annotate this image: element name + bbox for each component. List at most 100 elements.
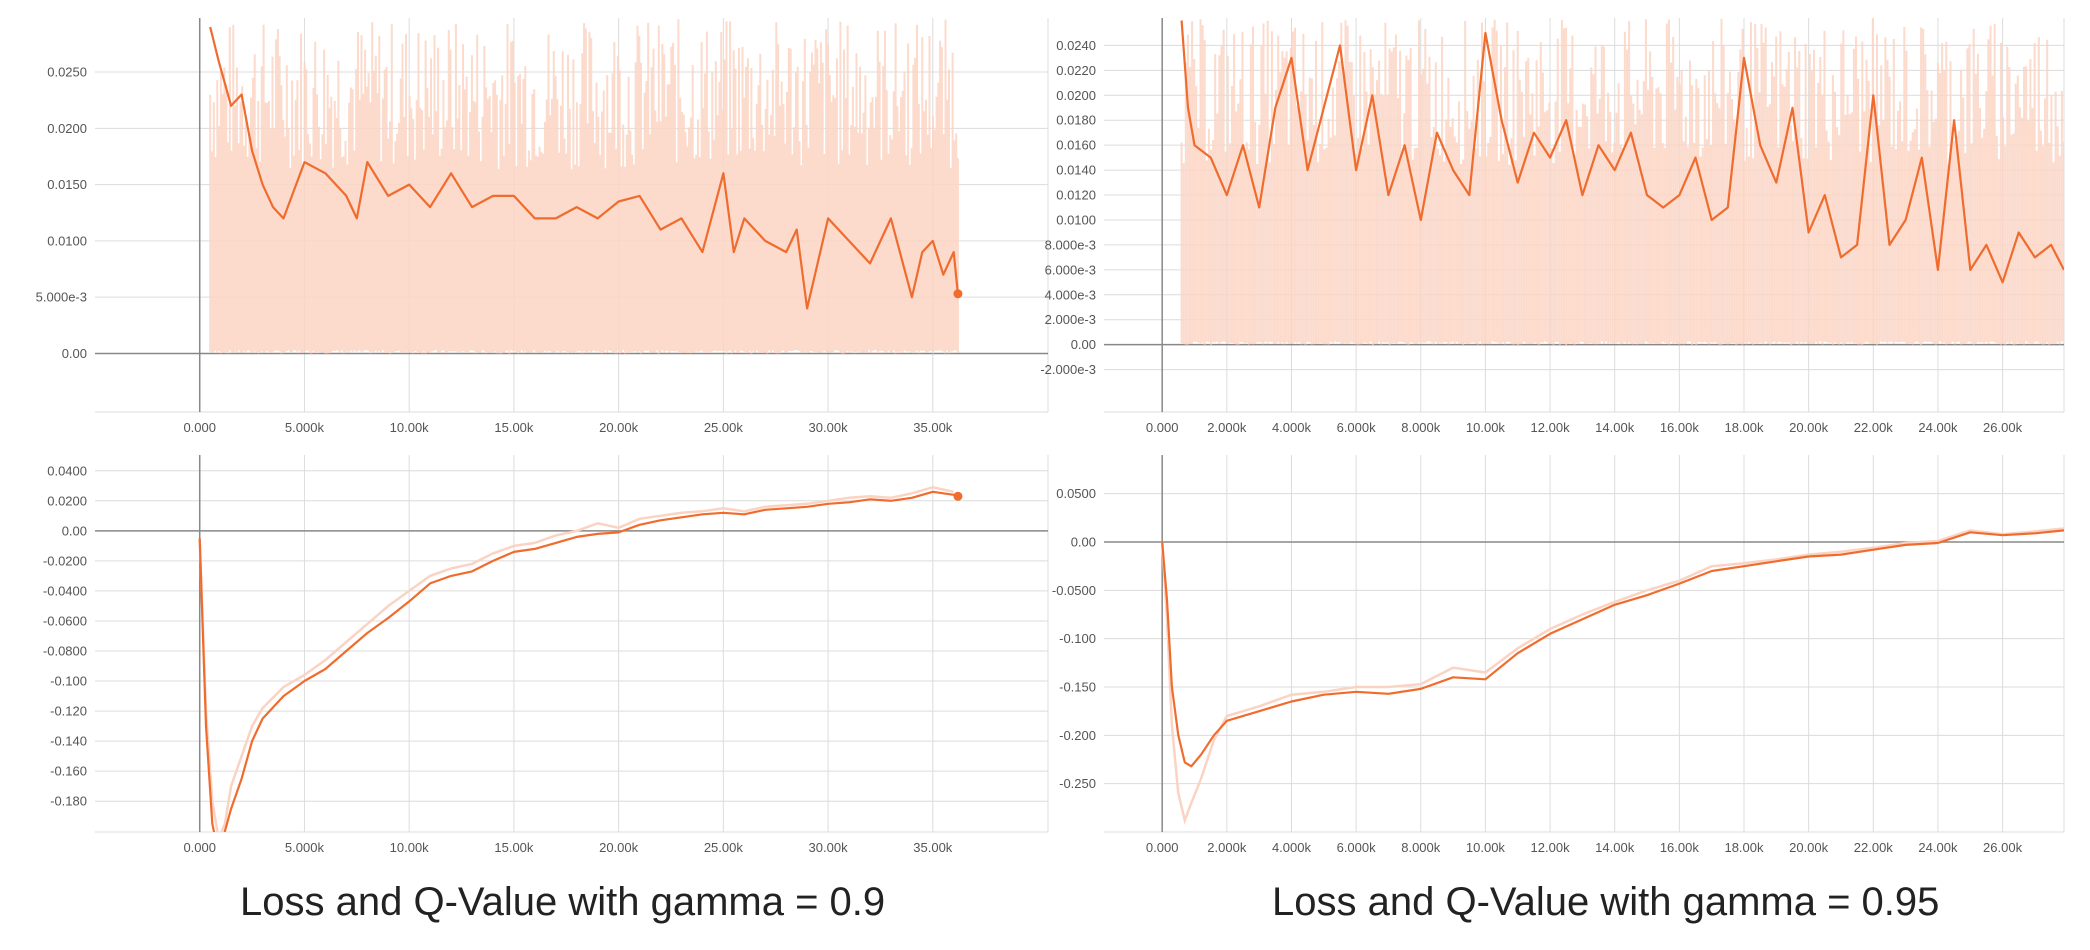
x-tick-label: 22.00k [1854,420,1894,435]
x-tick-label: 26.00k [1983,420,2023,435]
y-tick-label: 0.0100 [1056,212,1096,227]
raw-values-band [209,19,959,354]
y-tick-label: -0.160 [50,764,87,779]
series-line [1161,529,2064,768]
caption-gamma-0.95: Loss and Q-Value with gamma = 0.95 [1272,880,1940,924]
x-tick-label: 20.00k [1789,840,1829,855]
series-line [209,26,959,310]
y-tick-label: -0.0400 [43,583,87,598]
y-tick-label: -0.120 [50,704,87,719]
x-tick-label: 30.00k [809,840,849,855]
y-tick-label: -0.0800 [43,644,87,659]
x-tick-label: 12.00k [1531,840,1571,855]
x-tick-label: 24.00k [1918,420,1958,435]
plot-area [209,19,959,354]
raw-values-band [1180,18,2064,345]
x-tick-label: 20.00k [599,840,639,855]
series-end-marker [953,289,963,299]
x-tick-label: 4.000k [1272,420,1312,435]
caption-gamma-0.9: Loss and Q-Value with gamma = 0.9 [240,880,886,924]
series-line [1180,20,2064,284]
y-tick-label: 0.0200 [47,121,87,136]
y-tick-label: -0.0600 [43,613,87,628]
y-tick-label: -0.150 [1059,680,1096,695]
y-tick-label: 0.0150 [47,177,87,192]
x-tick-label: 8.000k [1401,840,1441,855]
y-tick-label: -0.100 [1059,631,1096,646]
y-tick-label: 0.0250 [47,65,87,80]
series-end-marker [953,491,963,501]
x-tick-label: 20.00k [1789,420,1829,435]
x-tick-label: 14.00k [1595,840,1635,855]
x-tick-label: 12.00k [1531,420,1571,435]
y-tick-label: 0.0120 [1056,188,1096,203]
y-tick-label: 5.000e-3 [36,290,87,305]
x-tick-label: 16.00k [1660,840,1700,855]
x-tick-label: 14.00k [1595,420,1635,435]
y-tick-label: 0.0400 [47,463,87,478]
y-tick-label: -0.200 [1059,728,1096,743]
y-tick-label: 0.0240 [1056,38,1096,53]
x-tick-label: 2.000k [1207,420,1247,435]
x-tick-label: 26.00k [1983,840,2023,855]
y-tick-label: -0.180 [50,794,87,809]
loss-chart-gamma-0.9: 0.00 5.000e-3 0.0100 0.0150 0.0200 0.0250 0.00… [36,18,1049,435]
x-tick-label: 22.00k [1854,840,1894,855]
qvalue-chart-gamma-0.95: -0.250 -0.200 -0.150 -0.100 -0.0500 0.00 0.050… [1052,455,2065,855]
y-tick-label: 0.0140 [1056,163,1096,178]
y-tick-label: 0.0220 [1056,63,1096,78]
x-tick-label: 10.00k [1466,840,1506,855]
y-tick-label: 8.000e-3 [1045,237,1096,252]
x-tick-label: 4.000k [1272,840,1312,855]
y-tick-label: 0.0200 [47,493,87,508]
y-tick-label: -0.0200 [43,553,87,568]
x-tick-label: 16.00k [1660,420,1700,435]
y-tick-label: -2.000e-3 [1040,362,1096,377]
y-tick-label: 0.0100 [47,233,87,248]
x-tick-label: 10.00k [390,420,430,435]
y-tick-label: -0.250 [1059,776,1096,791]
raw-series-line [1160,527,2064,825]
y-tick-label: 0.00 [1071,535,1096,550]
x-tick-label: 0.000 [1146,420,1179,435]
y-tick-label: 0.0160 [1056,138,1096,153]
plot-area [1180,18,2064,345]
x-tick-label: 24.00k [1918,840,1958,855]
x-tick-label: 2.000k [1207,840,1247,855]
x-tick-label: 5.000k [285,840,325,855]
y-tick-label: 0.0180 [1056,113,1096,128]
x-tick-label: 10.00k [390,840,430,855]
x-tick-label: 35.00k [913,420,953,435]
y-tick-label: -0.100 [50,674,87,689]
y-tick-label: 6.000e-3 [1045,262,1096,277]
x-tick-label: 0.000 [183,840,216,855]
x-tick-label: 15.00k [494,840,534,855]
y-tick-label: 0.00 [62,346,87,361]
y-tick-label: 4.000e-3 [1045,287,1096,302]
x-tick-label: 25.00k [704,420,744,435]
x-tick-label: 5.000k [285,420,325,435]
raw-series-line [198,486,954,832]
x-tick-label: 35.00k [913,840,953,855]
y-tick-label: 0.00 [62,523,87,538]
x-tick-label: 18.00k [1724,840,1764,855]
x-tick-label: 6.000k [1337,420,1377,435]
y-tick-label: 0.00 [1071,337,1096,352]
loss-chart-gamma-0.95: -2.000e-3 0.00 2.000e-3 4.000e-3 6.000e-3 8.0… [1040,18,2065,435]
y-tick-label: 0.0200 [1056,88,1096,103]
plot-area [1160,527,2064,825]
y-tick-label: 0.0500 [1056,486,1096,501]
x-tick-label: 0.000 [183,420,216,435]
x-tick-label: 20.00k [599,420,639,435]
y-tick-label: -0.0500 [1052,583,1096,598]
x-tick-label: 30.00k [809,420,849,435]
series-line [198,490,959,832]
x-tick-label: 18.00k [1724,420,1764,435]
qvalue-chart-gamma-0.9: -0.180 -0.160 -0.140 -0.120 -0.100 -0.0800 -0.… [43,455,1049,855]
x-tick-label: 25.00k [704,840,744,855]
x-tick-label: 0.000 [1146,840,1179,855]
x-tick-label: 6.000k [1337,840,1377,855]
x-tick-label: 10.00k [1466,420,1506,435]
y-tick-label: -0.140 [50,734,87,749]
